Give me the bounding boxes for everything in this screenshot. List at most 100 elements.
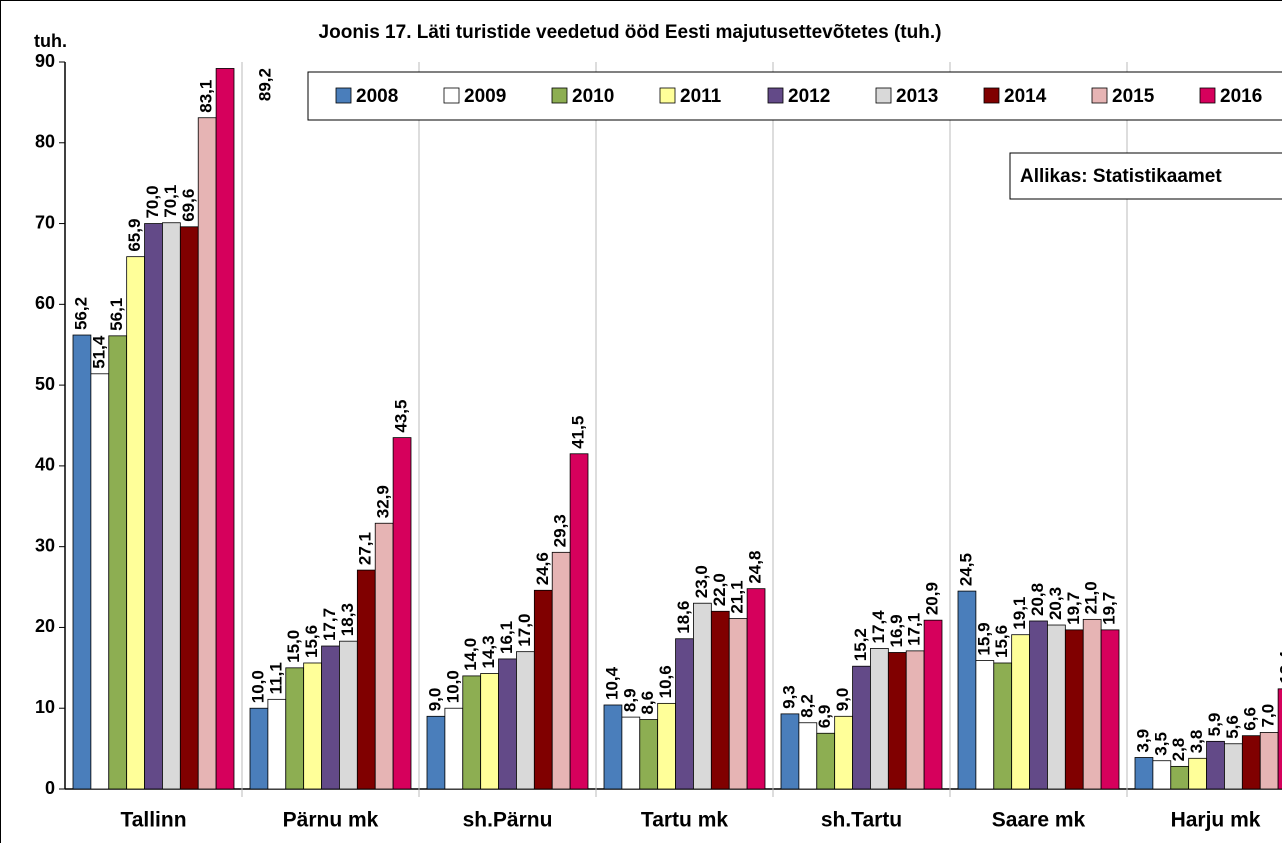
bar <box>426 715 446 790</box>
legend-swatch <box>1199 87 1216 104</box>
y-tick-label: 20 <box>35 616 55 636</box>
value-label: 22,0 <box>710 573 729 606</box>
bar <box>746 588 766 790</box>
bar <box>603 704 623 790</box>
value-label: 9,3 <box>779 685 798 709</box>
annotation-box <box>1009 152 1282 200</box>
value-label: 56,1 <box>107 298 126 331</box>
y-tick-label: 10 <box>35 697 55 717</box>
bar <box>834 715 853 790</box>
bar <box>285 667 305 790</box>
value-label: 3,9 <box>1133 729 1152 753</box>
value-label: 70,1 <box>161 185 180 218</box>
value-label: 16,9 <box>887 614 906 647</box>
y-tick-label: 80 <box>35 132 55 152</box>
value-label: 10,6 <box>656 665 675 698</box>
bar <box>197 117 217 790</box>
value-label: 10,0 <box>443 670 462 703</box>
bar <box>392 437 412 790</box>
legend-swatch <box>443 87 460 104</box>
value-label: 20,9 <box>923 582 942 615</box>
y-tick-label: 50 <box>35 374 55 394</box>
bar <box>1029 620 1048 790</box>
bar <box>852 665 871 790</box>
value-label: 24,5 <box>956 553 975 586</box>
value-label: 83,1 <box>197 80 216 113</box>
value-label: 10,4 <box>602 666 621 700</box>
bar <box>1206 740 1225 790</box>
bar <box>1224 743 1243 790</box>
bar <box>923 619 943 790</box>
bar <box>1047 624 1066 790</box>
legend-label: 2009 <box>464 86 506 107</box>
legend-label: 2016 <box>1220 86 1262 107</box>
bar <box>905 650 925 790</box>
bar <box>462 675 482 790</box>
legend-swatch <box>767 87 784 104</box>
value-label: 17,1 <box>905 613 924 646</box>
bar <box>710 610 730 790</box>
value-label: 6,9 <box>815 705 834 729</box>
y-tick-label: 0 <box>45 778 55 798</box>
value-label: 70,0 <box>143 185 162 218</box>
y-tick-label: 40 <box>35 455 55 475</box>
value-label: 24,8 <box>746 551 765 584</box>
bar <box>90 373 110 790</box>
legend-label: 2011 <box>680 86 722 107</box>
value-label: 27,1 <box>356 532 375 565</box>
bar <box>1082 618 1102 790</box>
value-label: 17,0 <box>515 614 534 647</box>
bar <box>798 722 818 790</box>
x-tick-label: Pärnu mk <box>283 809 379 832</box>
legend-label: 2010 <box>572 86 614 107</box>
bar <box>1277 688 1282 790</box>
legend-label: 2015 <box>1112 86 1155 107</box>
x-tick-label: sh.Tartu <box>821 809 902 832</box>
value-label: 41,5 <box>569 416 588 449</box>
legend-label: 2014 <box>1004 86 1047 107</box>
value-label: 14,0 <box>461 638 480 671</box>
bar <box>1259 732 1279 790</box>
bar <box>1100 629 1120 790</box>
value-label: 19,7 <box>1064 592 1083 625</box>
y-tick-label: 60 <box>35 293 55 313</box>
legend-label: 2012 <box>788 86 830 107</box>
bar <box>1241 735 1261 790</box>
value-label: 19,1 <box>1010 597 1029 630</box>
legend-swatch <box>659 87 676 104</box>
bar <box>444 707 464 790</box>
value-label: 3,5 <box>1151 732 1170 756</box>
value-label: 65,9 <box>125 219 144 252</box>
bar <box>516 651 535 790</box>
value-label: 15,6 <box>992 625 1011 658</box>
x-tick-label: sh.Pärnu <box>463 809 553 832</box>
value-label: 2,8 <box>1169 738 1188 762</box>
bar <box>374 522 394 790</box>
legend-swatch <box>875 87 892 104</box>
bar <box>1011 634 1030 790</box>
bar <box>215 68 235 790</box>
bar <box>993 662 1013 790</box>
bar <box>356 569 376 790</box>
value-label: 56,2 <box>71 297 90 330</box>
value-label: 9,0 <box>833 688 852 712</box>
bar <box>887 652 907 790</box>
value-label: 51,4 <box>89 335 108 369</box>
legend-label: 2008 <box>356 86 398 107</box>
value-label: 15,6 <box>302 625 321 658</box>
y-axis-label: tuh. <box>34 31 67 51</box>
y-tick-label: 90 <box>35 51 55 71</box>
legend-swatch <box>335 87 352 104</box>
y-tick-label: 70 <box>35 212 55 232</box>
bar <box>621 716 641 790</box>
value-label: 10,0 <box>248 670 267 703</box>
value-label: 14,3 <box>479 635 498 668</box>
legend-swatch <box>983 87 1000 104</box>
annotation: Allikas: Statistikaamet <box>1020 166 1222 187</box>
bar <box>816 732 836 790</box>
value-label: 8,2 <box>797 694 816 718</box>
value-label: 17,4 <box>869 610 888 644</box>
value-label: 16,1 <box>497 621 516 654</box>
